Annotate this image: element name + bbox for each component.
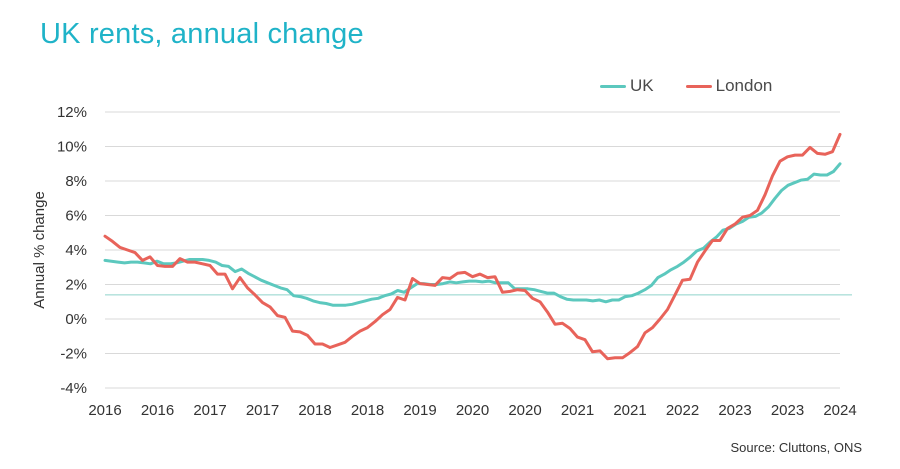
x-tick-label: 2017 xyxy=(193,402,226,419)
x-tick-label: 2023 xyxy=(771,402,804,419)
legend-label-london: London xyxy=(715,76,773,95)
y-tick-label: 12% xyxy=(57,104,87,121)
x-tick-label: 2016 xyxy=(141,402,174,419)
legend-item-uk: UK xyxy=(600,76,654,96)
y-tick-label: 6% xyxy=(65,208,87,225)
legend-label-uk: UK xyxy=(630,76,654,95)
y-tick-label: 4% xyxy=(65,242,87,259)
y-tick-label: 0% xyxy=(65,311,87,328)
legend-item-london: London xyxy=(685,76,773,96)
y-tick-label: 2% xyxy=(65,277,87,294)
y-tick-label: 10% xyxy=(57,139,87,156)
x-tick-label: 2021 xyxy=(561,402,594,419)
source-note: Source: Cluttons, ONS xyxy=(730,440,863,455)
x-tick-label: 2020 xyxy=(508,402,541,419)
y-axis-title: Annual % change xyxy=(31,191,48,309)
series-line-uk xyxy=(103,162,842,307)
y-axis-ticks: -4% -2% 0% 2% 4% 6% 8% 10% 12% xyxy=(57,104,87,397)
y-tick-label: 8% xyxy=(65,173,87,190)
x-tick-label: 2018 xyxy=(351,402,384,419)
x-tick-label: 2024 xyxy=(823,402,856,419)
gridlines xyxy=(105,111,840,389)
x-tick-label: 2017 xyxy=(246,402,279,419)
y-tick-label: -4% xyxy=(60,380,87,397)
legend: UK London xyxy=(600,76,804,96)
x-tick-label: 2020 xyxy=(456,402,489,419)
x-axis-ticks: 2016 2016 2017 2017 2018 2018 2019 2020 2020 2021… xyxy=(88,402,856,419)
series-line-london xyxy=(103,132,842,361)
x-tick-label: 2021 xyxy=(613,402,646,419)
x-tick-label: 2019 xyxy=(403,402,436,419)
x-tick-label: 2022 xyxy=(666,402,699,419)
chart-title: UK rents, annual change xyxy=(40,18,364,50)
legend-swatch-london xyxy=(685,84,712,88)
legend-swatch-uk xyxy=(600,84,626,88)
y-tick-label: -2% xyxy=(60,346,87,363)
x-tick-label: 2016 xyxy=(88,402,121,419)
series-lines xyxy=(103,132,842,361)
x-tick-label: 2023 xyxy=(718,402,751,419)
x-tick-label: 2018 xyxy=(298,402,331,419)
